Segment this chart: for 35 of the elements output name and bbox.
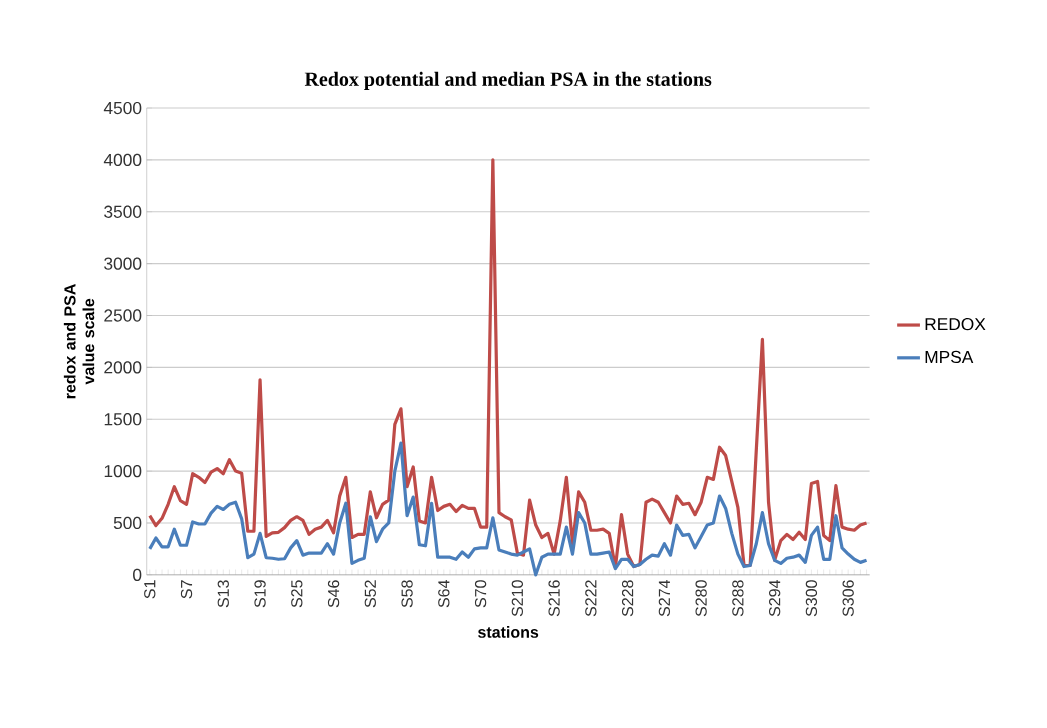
y-tick-label: 500 xyxy=(113,516,142,529)
x-tick-label: S288 xyxy=(732,580,744,617)
x-tick-label: S274 xyxy=(658,579,671,617)
y-tick-label: 3500 xyxy=(104,205,142,218)
x-tick-label: S216 xyxy=(548,580,560,617)
x-tick-label: S13 xyxy=(217,580,229,608)
legend-label: REDOX xyxy=(925,317,986,331)
x-axis-title: stations xyxy=(478,625,539,638)
y-tick-label: 0 xyxy=(133,568,142,581)
y-tick-label: 1000 xyxy=(104,464,142,478)
x-tick-label: S300 xyxy=(805,580,818,617)
y-tick-label: 2500 xyxy=(104,309,142,322)
x-tick-label: S64 xyxy=(438,579,450,608)
x-tick-label: S25 xyxy=(291,580,303,608)
x-tick-label: S294 xyxy=(769,579,781,617)
y-axis-title: redox and PSA value scale xyxy=(63,283,95,399)
x-tick-label: S52 xyxy=(364,580,376,608)
x-tick-label: S306 xyxy=(842,580,854,617)
x-tick-label: S46 xyxy=(327,580,340,608)
x-tick-label: S58 xyxy=(401,580,413,608)
y-tick-label: 4500 xyxy=(103,101,142,115)
x-tick-label: S210 xyxy=(511,580,524,617)
x-tick-label: S7 xyxy=(180,580,193,599)
x-tick-label: S1 xyxy=(144,580,156,599)
x-tick-label: S280 xyxy=(695,580,707,617)
chart-title: Redox potential and median PSA in the stations xyxy=(304,71,712,90)
legend-label: MPSA xyxy=(925,350,974,363)
y-tick-label: 3000 xyxy=(104,257,142,270)
x-tick-label: S19 xyxy=(254,580,266,608)
x-tick-label: S228 xyxy=(621,580,634,617)
y-tick-label: 2000 xyxy=(104,361,142,374)
x-tick-label: S222 xyxy=(585,580,597,617)
x-tick-label: S70 xyxy=(474,580,487,608)
y-tick-label: 4000 xyxy=(103,153,142,166)
y-tick-label: 1500 xyxy=(104,412,142,426)
